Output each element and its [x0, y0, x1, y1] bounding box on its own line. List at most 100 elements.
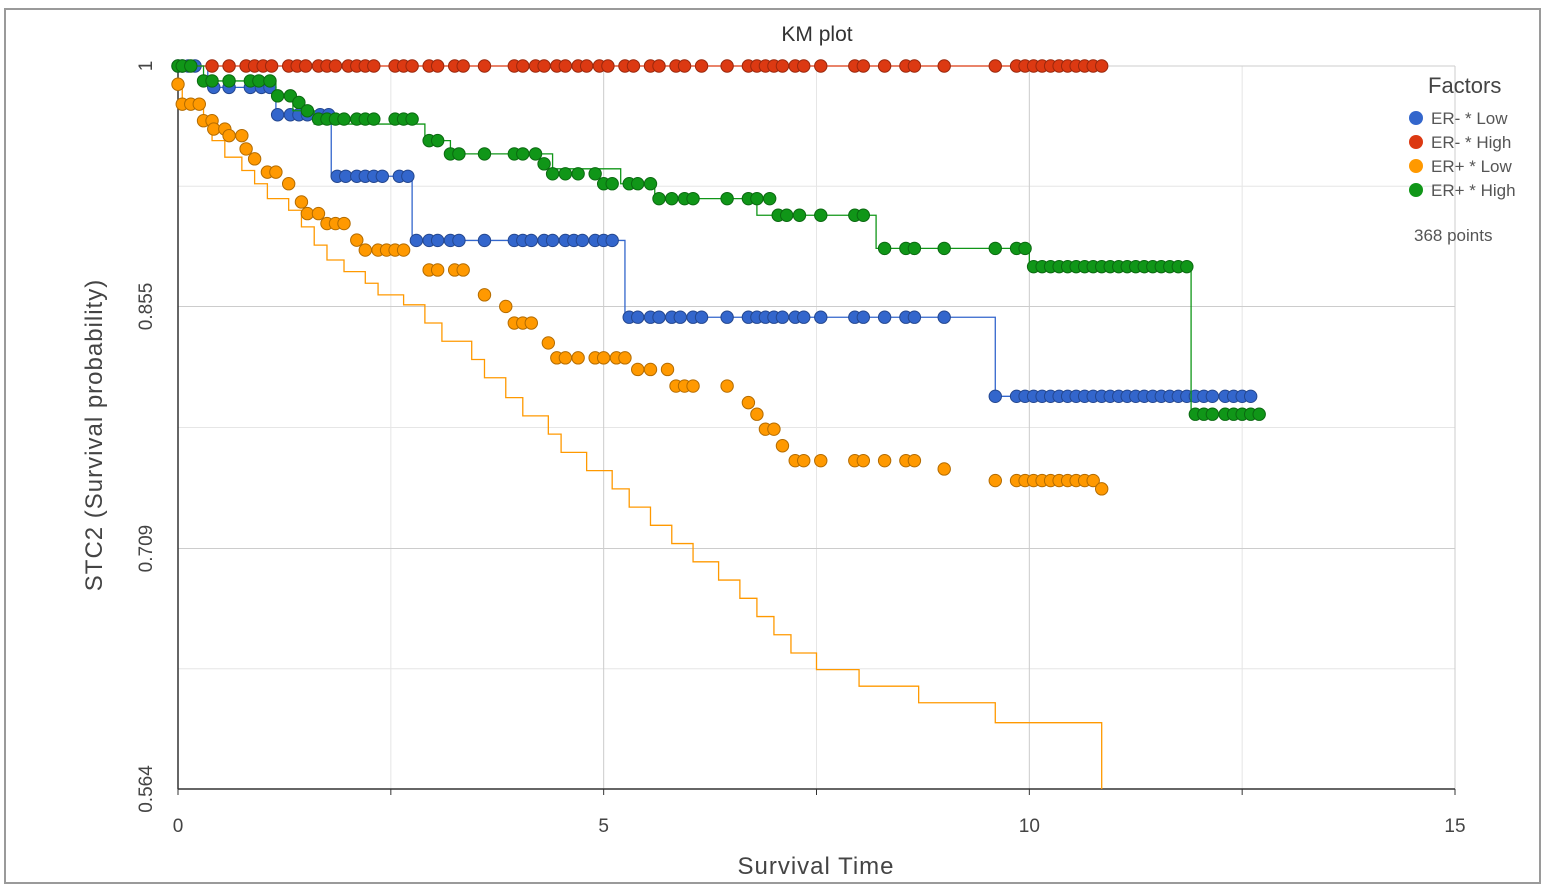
censor-point[interactable] [814, 453, 828, 468]
censor-point[interactable] [222, 128, 236, 143]
censor-point[interactable] [856, 208, 871, 222]
censor-point[interactable] [601, 59, 615, 73]
censor-point[interactable] [643, 177, 658, 191]
censor-point[interactable] [452, 147, 466, 161]
censor-point[interactable] [452, 233, 466, 248]
censor-point[interactable] [814, 208, 828, 222]
censor-point[interactable] [264, 59, 279, 73]
censor-point[interactable] [337, 216, 351, 231]
censor-point[interactable] [405, 59, 419, 73]
censor-point[interactable] [281, 177, 296, 191]
censor-point[interactable] [988, 59, 1002, 73]
censor-point[interactable] [1205, 389, 1220, 404]
censor-point[interactable] [652, 191, 666, 206]
censor-point[interactable] [477, 59, 492, 73]
censor-point[interactable] [665, 191, 679, 206]
censor-point[interactable] [401, 169, 415, 183]
censor-point[interactable] [571, 351, 585, 365]
censor-point[interactable] [1094, 59, 1109, 73]
censor-point[interactable] [247, 152, 262, 166]
censor-point[interactable] [588, 167, 602, 181]
censor-point[interactable] [300, 206, 315, 221]
censor-point[interactable] [652, 310, 666, 324]
censor-point[interactable] [780, 208, 794, 222]
censor-point[interactable] [405, 112, 419, 126]
censor-point[interactable] [775, 59, 790, 73]
censor-point[interactable] [877, 453, 892, 468]
censor-point[interactable] [988, 389, 1002, 404]
censor-point[interactable] [205, 59, 219, 73]
censor-point[interactable] [456, 59, 470, 73]
censor-point[interactable] [1018, 241, 1032, 256]
censor-point[interactable] [767, 422, 781, 436]
censor-point[interactable] [1180, 259, 1194, 274]
censor-point[interactable] [775, 439, 790, 453]
censor-point[interactable] [269, 165, 283, 179]
censor-point[interactable] [579, 59, 594, 73]
censor-point[interactable] [720, 379, 734, 393]
censor-point[interactable] [477, 147, 492, 161]
censor-point[interactable] [814, 310, 828, 324]
censor-point[interactable] [605, 233, 619, 248]
censor-point[interactable] [516, 59, 530, 73]
censor-point[interactable] [605, 177, 619, 191]
censor-point[interactable] [792, 208, 807, 222]
censor-point[interactable] [797, 310, 811, 324]
censor-point[interactable] [235, 128, 249, 143]
censor-point[interactable] [222, 59, 236, 73]
censor-point[interactable] [720, 191, 734, 206]
censor-point[interactable] [430, 133, 445, 148]
censor-point[interactable] [694, 59, 709, 73]
legend-item[interactable]: ER- * High [1409, 133, 1511, 152]
censor-point[interactable] [720, 310, 734, 324]
censor-point[interactable] [907, 59, 922, 73]
censor-point[interactable] [524, 316, 539, 330]
censor-point[interactable] [545, 167, 560, 181]
censor-point[interactable] [339, 169, 353, 183]
censor-point[interactable] [643, 362, 658, 377]
censor-point[interactable] [409, 233, 424, 248]
censor-point[interactable] [367, 59, 381, 73]
censor-point[interactable] [430, 263, 445, 277]
censor-point[interactable] [358, 243, 372, 257]
censor-point[interactable] [596, 351, 611, 365]
censor-point[interactable] [516, 147, 530, 161]
censor-point[interactable] [856, 59, 871, 73]
censor-point[interactable] [558, 351, 573, 365]
censor-point[interactable] [207, 122, 221, 136]
censor-point[interactable] [252, 74, 266, 88]
censor-point[interactable] [292, 95, 306, 110]
censor-point[interactable] [270, 108, 285, 122]
censor-point[interactable] [558, 167, 573, 181]
censor-point[interactable] [720, 59, 734, 73]
censor-point[interactable] [541, 336, 556, 350]
censor-point[interactable] [571, 167, 585, 181]
censor-point[interactable] [263, 74, 277, 88]
censor-point[interactable] [270, 89, 285, 103]
censor-point[interactable] [618, 351, 632, 365]
censor-point[interactable] [1252, 407, 1266, 421]
censor-point[interactable] [192, 97, 206, 111]
censor-point[interactable] [937, 59, 951, 73]
censor-point[interactable] [184, 59, 198, 73]
censor-point[interactable] [937, 310, 951, 324]
censor-point[interactable] [524, 233, 539, 248]
censor-point[interactable] [631, 362, 645, 377]
censor-point[interactable] [430, 59, 445, 73]
censor-point[interactable] [750, 191, 764, 206]
censor-point[interactable] [558, 59, 573, 73]
censor-point[interactable] [537, 59, 551, 73]
censor-point[interactable] [375, 169, 390, 183]
censor-point[interactable] [311, 206, 326, 221]
censor-point[interactable] [528, 147, 543, 161]
censor-point[interactable] [545, 233, 560, 248]
censor-point[interactable] [775, 310, 790, 324]
censor-point[interactable] [762, 191, 777, 206]
censor-point[interactable] [1086, 473, 1100, 488]
censor-point[interactable] [988, 241, 1002, 256]
legend-item[interactable]: ER- * Low [1409, 109, 1508, 128]
legend-item[interactable]: ER+ * High [1409, 181, 1516, 200]
censor-point[interactable] [660, 362, 675, 377]
censor-point[interactable] [171, 77, 185, 91]
censor-point[interactable] [631, 310, 645, 324]
